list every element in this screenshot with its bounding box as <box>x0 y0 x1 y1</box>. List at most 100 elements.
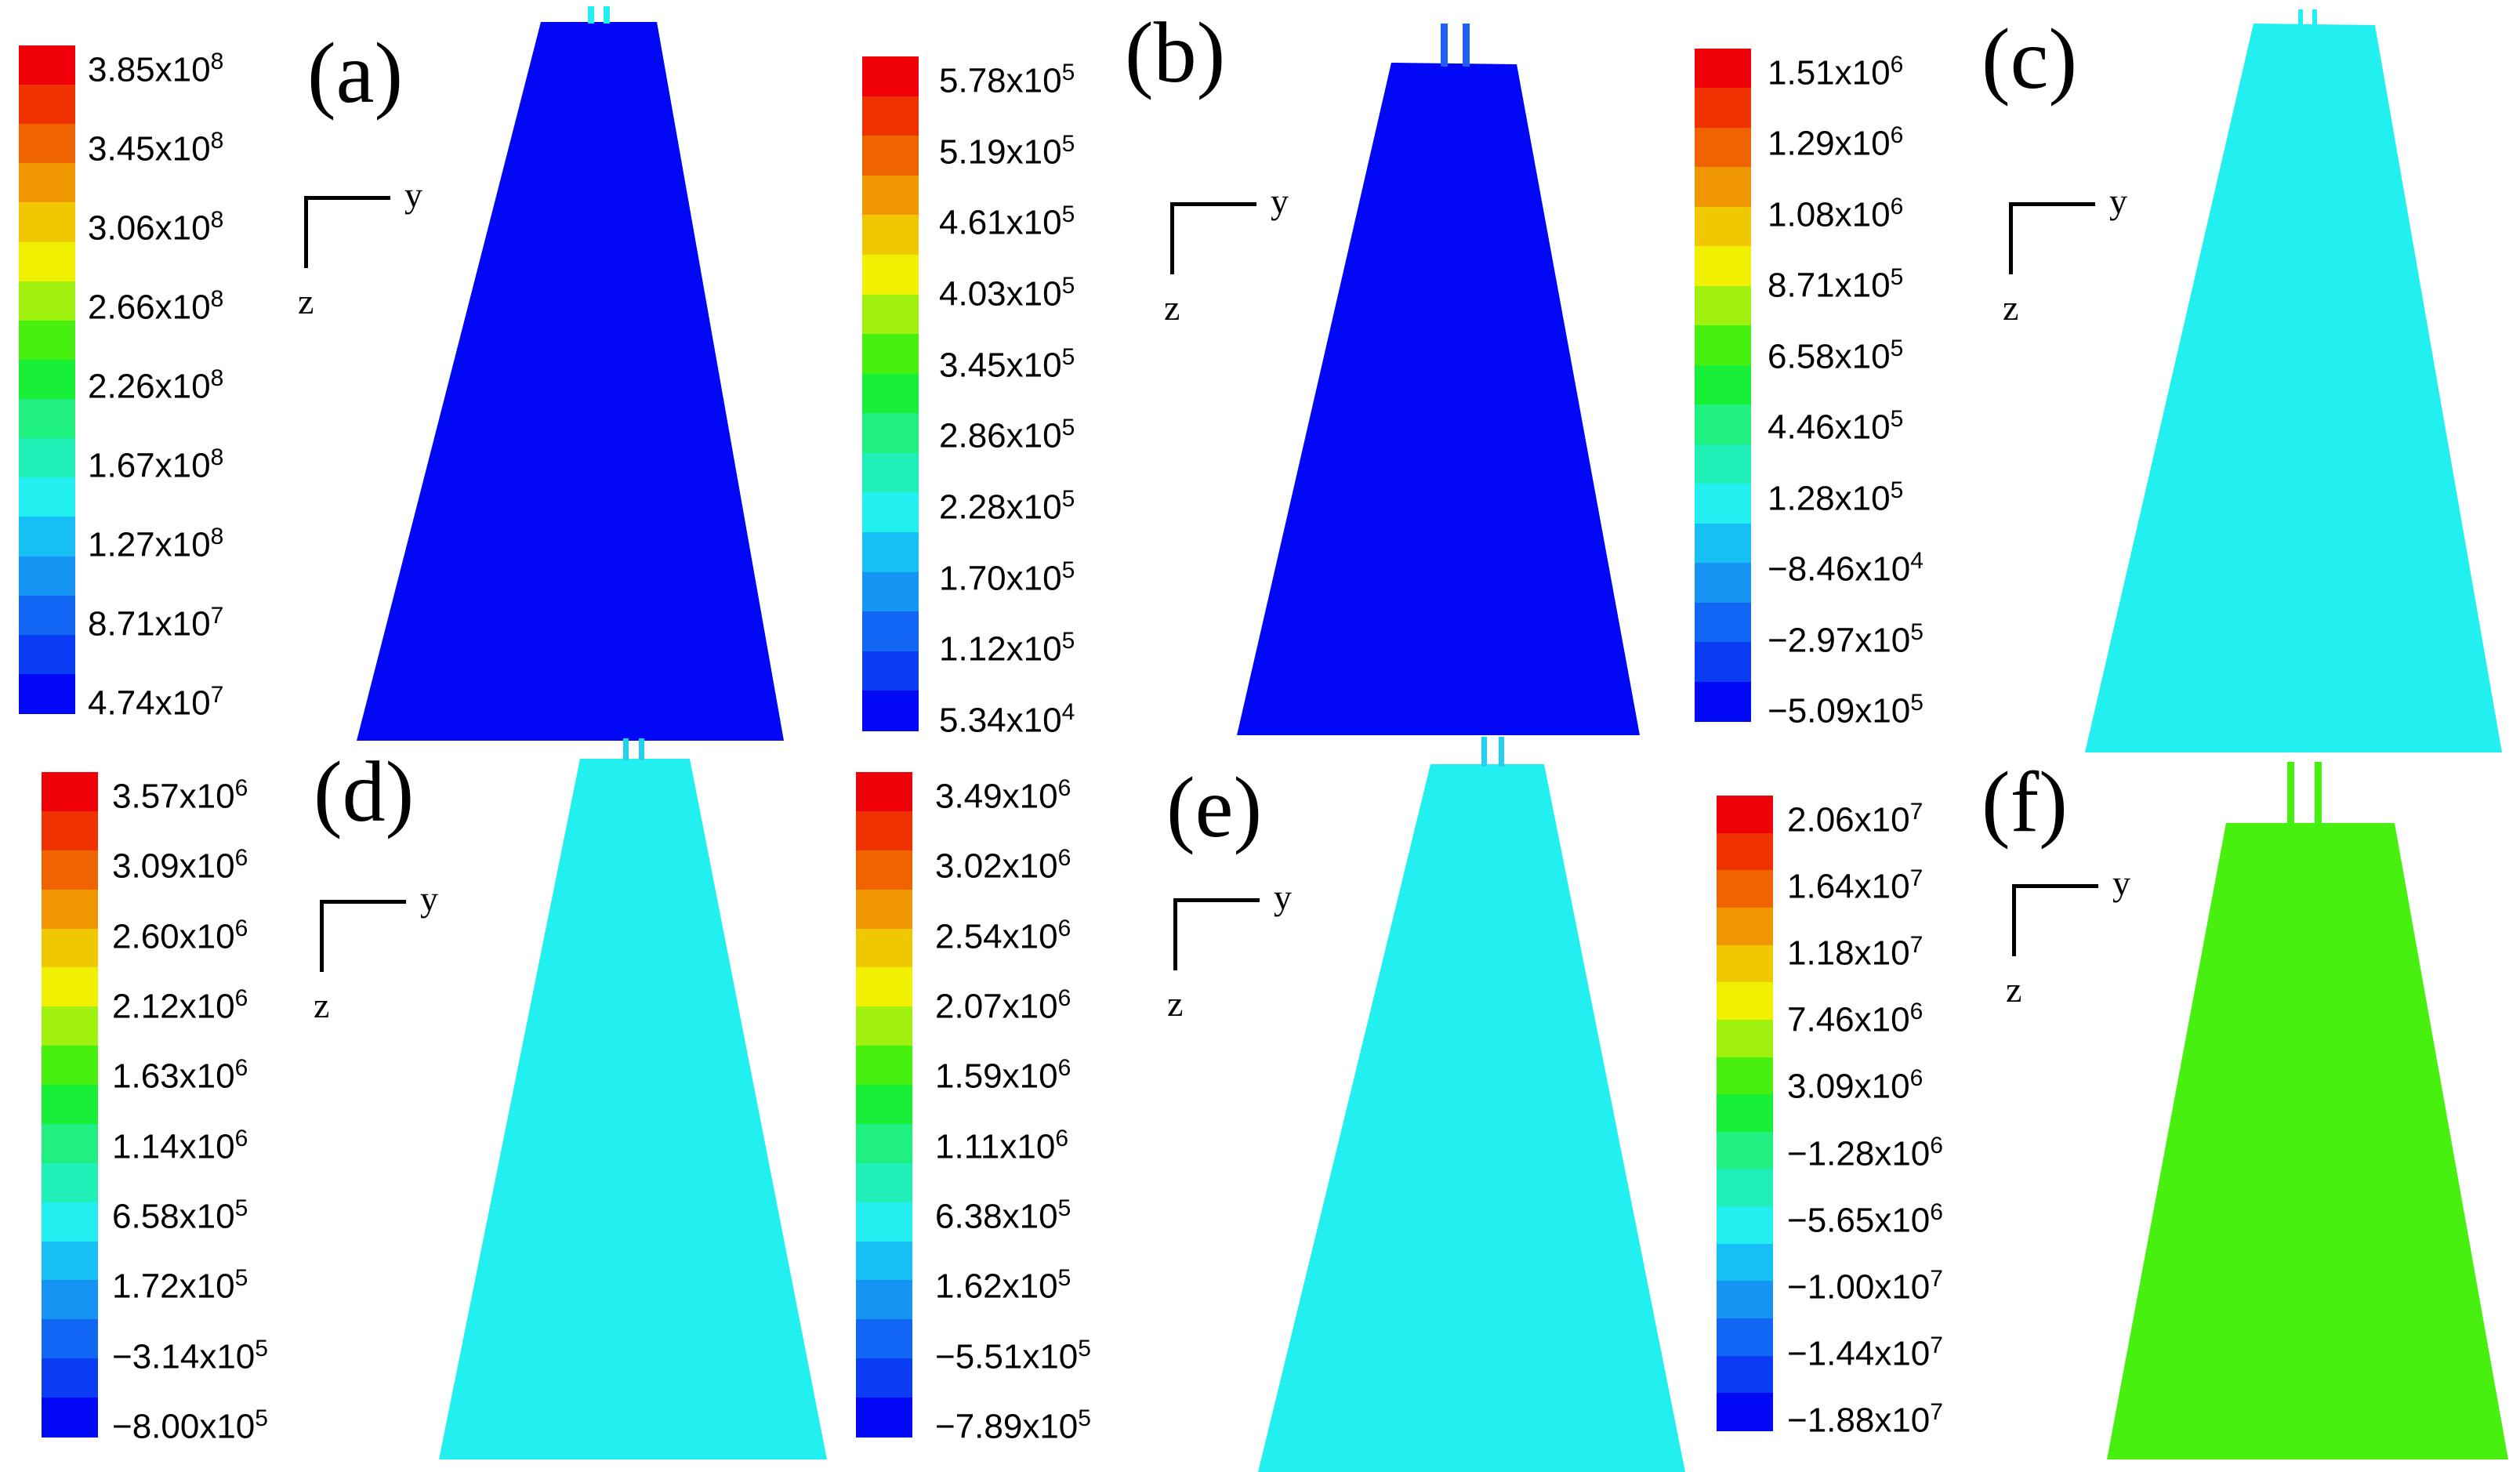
colorbar-tick-label: 6.38x105 <box>935 1195 1071 1236</box>
y-axis-label: y <box>1274 877 1292 917</box>
colorbar-segment <box>1695 602 1751 643</box>
y-axis-label: y <box>2112 863 2130 903</box>
colorbar-tick-label: 1.27x108 <box>88 524 224 564</box>
shape-body <box>357 22 784 741</box>
colorbar-tick-label: 5.19x105 <box>939 130 1075 172</box>
colorbar-tick-label: 6.58x105 <box>112 1195 248 1236</box>
colorbar-tick-label: 3.85x108 <box>88 49 224 89</box>
colorbar-tick-label: −1.44x107 <box>1787 1332 1943 1373</box>
colorbar-segment <box>1695 484 1751 524</box>
colorbar-segment <box>862 413 919 454</box>
colorbar-segment <box>19 556 75 596</box>
colorbar-tick-label: 1.62x105 <box>935 1265 1071 1306</box>
colorbar-tick-label: 3.06x108 <box>88 207 224 248</box>
colorbar-segment <box>1717 1318 1773 1357</box>
colorbar-tick-label: −5.65x106 <box>1787 1198 1943 1240</box>
colorbar-segment <box>19 634 75 675</box>
colorbar-f <box>1717 796 1773 1431</box>
colorbar-segment <box>856 1398 912 1438</box>
colorbar-tick-label: 2.26x108 <box>88 365 224 406</box>
colorbar-segment <box>19 124 75 164</box>
colorbar-segment <box>42 772 98 812</box>
colorbar-tick-label: 2.54x106 <box>935 915 1071 956</box>
colorbar-segment <box>1695 681 1751 722</box>
colorbar-segment <box>862 334 919 375</box>
axis-indicator-b: y z <box>1164 181 1289 335</box>
colorbar-segment <box>856 1358 912 1398</box>
colorbar-segment <box>1695 88 1751 129</box>
colorbar-e <box>856 772 912 1438</box>
colorbar-segment <box>1717 1355 1773 1394</box>
panel-label-f: (f) <box>1982 754 2068 850</box>
colorbar-segment <box>1717 1169 1773 1207</box>
colorbar-segment <box>856 889 912 930</box>
colorbar-segment <box>856 1085 912 1125</box>
colorbar-tick-label: 1.63x106 <box>112 1055 248 1096</box>
colorbar-tick-label: 3.57x106 <box>112 775 248 816</box>
colorbar-tick-label: 5.34x104 <box>939 699 1075 740</box>
colorbar-segment <box>1695 127 1751 168</box>
colorbar-tick-label: 4.74x107 <box>88 682 224 723</box>
shape-body <box>2107 823 2508 1459</box>
colorbar-segment <box>862 175 919 216</box>
colorbar-tick-label: −1.28x106 <box>1787 1132 1943 1173</box>
colorbar-segment <box>862 532 919 573</box>
colorbar-tick-label: 5.78x105 <box>939 60 1075 100</box>
colorbar-tick-label: 1.72x105 <box>112 1265 248 1306</box>
colorbar-segment <box>862 373 919 414</box>
colorbar-segment <box>42 1358 98 1398</box>
colorbar-segment <box>856 1280 912 1320</box>
colorbar-tick-label: 1.11x106 <box>935 1125 1068 1166</box>
y-axis-label: y <box>2109 181 2127 221</box>
colorbar-tick-label: 2.12x106 <box>112 985 248 1026</box>
colorbar-tick-label: 6.58x105 <box>1768 335 1904 376</box>
colorbar-tick-label: 1.18x107 <box>1787 932 1924 973</box>
colorbar-segment <box>856 1006 912 1046</box>
colorbar-segment <box>862 611 919 652</box>
colorbar-segment <box>856 1241 912 1282</box>
colorbar-segment <box>1717 1393 1773 1431</box>
colorbar-segment <box>856 1319 912 1359</box>
colorbar-tick-label: 3.09x106 <box>1787 1065 1924 1107</box>
colorbar-segment <box>1717 1057 1773 1095</box>
colorbar-segment <box>1717 1131 1773 1170</box>
colorbar-segment <box>1717 944 1773 983</box>
colorbar-tick-label: −8.46x104 <box>1768 548 1924 589</box>
colorbar-segment <box>19 673 75 714</box>
colorbar-tick-label: −3.14x105 <box>112 1335 268 1376</box>
colorbar-segment <box>42 1162 98 1203</box>
colorbar-segment <box>19 595 75 636</box>
colorbar-segment <box>19 241 75 282</box>
colorbar-tick-label: 1.51x106 <box>1768 52 1904 92</box>
colorbar-tick-label: 4.61x105 <box>939 201 1075 242</box>
panel-label-a: (a) <box>307 25 404 121</box>
colorbar-segment <box>856 928 912 968</box>
colorbar-segment <box>42 928 98 968</box>
colorbar-tick-label: 2.60x106 <box>112 915 248 956</box>
colorbar-segment <box>1717 870 1773 908</box>
colorbar-segment <box>862 492 919 533</box>
colorbar-segment <box>1717 907 1773 946</box>
colorbar-segment <box>856 1046 912 1086</box>
colorbar-tick-label: 3.49x106 <box>935 775 1071 816</box>
colorbar-segment <box>1717 1094 1773 1133</box>
colorbar-segment <box>862 215 919 256</box>
colorbar-segment <box>19 438 75 478</box>
colorbar-segment <box>42 1123 98 1164</box>
colorbar-segment <box>856 1202 912 1242</box>
colorbar-segment <box>1717 1243 1773 1282</box>
colorbar-segment <box>862 571 919 612</box>
colorbar-segment <box>862 96 919 136</box>
colorbar-c <box>1695 49 1751 722</box>
z-axis-label: z <box>1167 984 1184 1024</box>
colorbar-d <box>42 772 98 1438</box>
colorbar-tick-label: 4.03x105 <box>939 273 1075 314</box>
axis-indicator-e: y z <box>1167 877 1292 1031</box>
colorbar-segment <box>19 281 75 321</box>
colorbar-tick-label: 1.08x106 <box>1768 193 1904 234</box>
y-axis-label: y <box>1271 181 1289 221</box>
colorbar-segment <box>862 136 919 176</box>
axis-indicator-d: y z <box>314 879 438 1033</box>
